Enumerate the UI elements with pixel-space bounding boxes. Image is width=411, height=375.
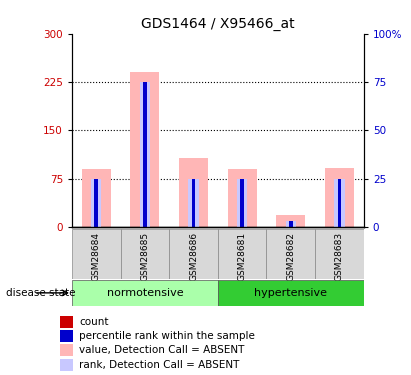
Bar bbox=[240, 224, 244, 227]
Bar bbox=[325, 168, 354, 227]
Bar bbox=[289, 221, 293, 227]
Bar bbox=[266, 229, 315, 279]
Bar bbox=[120, 229, 169, 279]
Bar bbox=[60, 344, 74, 356]
Bar bbox=[240, 178, 244, 227]
Text: disease state: disease state bbox=[6, 288, 76, 298]
Text: GSM28684: GSM28684 bbox=[92, 232, 101, 281]
Bar bbox=[179, 158, 208, 227]
Bar bbox=[338, 178, 341, 227]
Bar bbox=[188, 178, 199, 227]
Text: GSM28682: GSM28682 bbox=[286, 232, 295, 281]
Bar bbox=[237, 178, 247, 227]
Text: count: count bbox=[79, 317, 109, 327]
Bar bbox=[60, 359, 74, 371]
Bar bbox=[276, 215, 305, 227]
Bar bbox=[192, 178, 195, 227]
Bar bbox=[334, 178, 344, 227]
Text: normotensive: normotensive bbox=[106, 288, 183, 298]
Bar bbox=[218, 229, 266, 279]
Bar bbox=[130, 72, 159, 227]
Bar bbox=[95, 178, 98, 227]
Text: GSM28686: GSM28686 bbox=[189, 232, 198, 281]
Text: value, Detection Call = ABSENT: value, Detection Call = ABSENT bbox=[79, 345, 245, 355]
Text: rank, Detection Call = ABSENT: rank, Detection Call = ABSENT bbox=[79, 360, 240, 370]
Bar bbox=[338, 224, 341, 227]
Bar bbox=[289, 224, 293, 227]
Bar bbox=[192, 224, 195, 227]
Bar bbox=[143, 224, 147, 227]
Bar bbox=[218, 280, 364, 306]
Bar bbox=[140, 82, 150, 227]
Text: GSM28681: GSM28681 bbox=[238, 232, 247, 281]
Bar bbox=[82, 169, 111, 227]
Bar bbox=[72, 229, 120, 279]
Text: percentile rank within the sample: percentile rank within the sample bbox=[79, 331, 255, 341]
Bar bbox=[95, 224, 98, 227]
Bar bbox=[315, 229, 364, 279]
Title: GDS1464 / X95466_at: GDS1464 / X95466_at bbox=[141, 17, 295, 32]
Text: GSM28685: GSM28685 bbox=[141, 232, 149, 281]
Text: GSM28683: GSM28683 bbox=[335, 232, 344, 281]
Bar bbox=[286, 221, 296, 227]
Text: hypertensive: hypertensive bbox=[254, 288, 327, 298]
Bar bbox=[72, 280, 218, 306]
Bar bbox=[143, 82, 147, 227]
Bar bbox=[91, 178, 102, 227]
Bar bbox=[60, 315, 74, 328]
Bar bbox=[60, 330, 74, 342]
Bar bbox=[169, 229, 218, 279]
Bar bbox=[228, 169, 257, 227]
